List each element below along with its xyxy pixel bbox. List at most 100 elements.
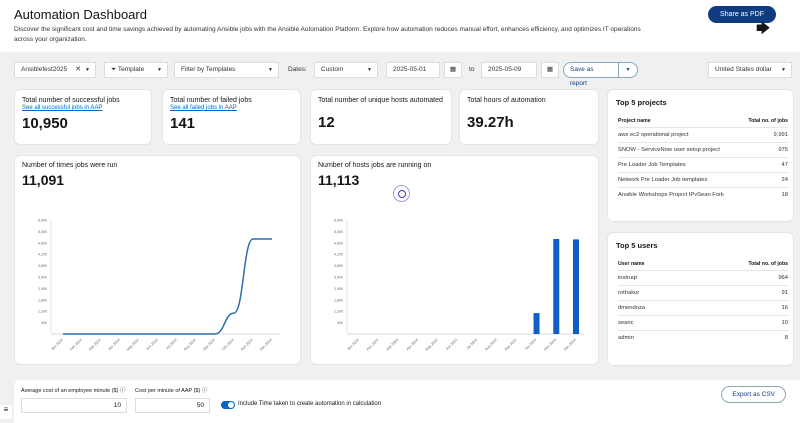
y-tick-label: 2,400: [334, 287, 343, 291]
users-row: rothakur 91: [618, 285, 788, 301]
hosts-chart-card: Number of hosts jobs are running on 11,1…: [310, 155, 599, 365]
projects-row: Pre Loader Job Templates 47: [618, 157, 788, 173]
stat-value: 141: [170, 115, 196, 132]
users-row: instruqt 964: [618, 270, 788, 286]
job-count: 24: [741, 172, 788, 188]
projects-row: aws ec2 operational project 9,991: [618, 127, 788, 143]
y-tick-label: 6,000: [334, 219, 343, 223]
share-pdf-button[interactable]: Share as PDF: [708, 6, 776, 23]
loading-spinner-icon: [393, 185, 410, 202]
filter-type-select[interactable]: ⏷ Template ▼: [104, 62, 168, 78]
column-header: Total no. of jobs: [748, 118, 788, 124]
start-date-input[interactable]: 2025-05-01: [386, 62, 440, 78]
x-tick-label: Aug 2024: [183, 338, 197, 352]
filter-bar: Ansiblefest2025 ✕ ▼ ⏷ Template ▼ Filter by …: [14, 62, 794, 87]
date-range-select[interactable]: Custom ▼: [314, 62, 378, 78]
x-tick-label: Jan 2024: [50, 338, 63, 351]
users-row: dmendoza 16: [618, 300, 788, 316]
users-table: User name Total no. of jobs instruqt 964 rot…: [618, 258, 788, 345]
card-title: Top 5 projects: [616, 98, 667, 107]
date-range-value: Custom: [321, 66, 344, 73]
template-filter-select[interactable]: Filter by Templates ▼: [174, 62, 279, 78]
chevron-down-icon: ▼: [268, 67, 273, 73]
chevron-down-icon: ▼: [367, 67, 372, 73]
y-tick-label: 1,200: [38, 310, 47, 314]
projects-name: SNOW - ServiceNow user setup project: [618, 142, 742, 158]
y-tick-label: 3,600: [38, 264, 47, 268]
bar: [533, 313, 540, 334]
filter-icon: ⏷: [111, 66, 118, 73]
job-count: 9,991: [741, 127, 788, 143]
aap-cost-input[interactable]: 50: [135, 398, 210, 413]
job-count: 964: [686, 270, 788, 286]
to-label: to: [469, 66, 475, 73]
x-tick-label: Dec 2024: [563, 338, 577, 352]
y-tick-label: 3,600: [334, 264, 343, 268]
y-tick-label: 4,200: [38, 253, 47, 257]
projects-name: Network Pre Loader Job templates: [618, 172, 742, 188]
stat-value: 12: [318, 114, 335, 131]
export-csv-button[interactable]: Export as CSV: [721, 386, 786, 403]
automation-hours-card: Total hours of automation 39.27h: [459, 89, 599, 145]
users-name: instruqt: [618, 270, 687, 286]
stat-title: Total number of failed jobs: [170, 97, 252, 104]
x-tick-label: Mar 2024: [88, 338, 102, 352]
filter-type-value: Template: [117, 66, 145, 73]
clear-icon[interactable]: ✕: [75, 66, 81, 73]
aap-cost-label: Cost per minute of AAP ($) ⓘ: [135, 388, 208, 394]
y-tick-label: 5,400: [38, 230, 47, 234]
y-tick-label: 600: [41, 321, 47, 325]
column-header: Total no. of jobs: [748, 261, 788, 267]
x-tick-label: Aug 2024: [484, 338, 498, 352]
calendar-icon[interactable]: ▦: [541, 62, 559, 78]
stat-value: 39.27h: [467, 114, 514, 131]
x-tick-label: Jan 2024: [346, 338, 359, 351]
successful-jobs-card: Total number of successful jobs See all …: [14, 89, 152, 145]
x-tick-label: Feb 2024: [366, 338, 380, 352]
event-value: Ansiblefest2025: [21, 66, 68, 73]
currency-select[interactable]: United States dollar ▼: [708, 62, 792, 78]
dates-label: Dates:: [288, 66, 307, 73]
bar: [553, 239, 560, 334]
users-name: seanc: [618, 315, 687, 331]
help-icon[interactable]: ⓘ: [119, 388, 126, 394]
save-options-chevron-icon[interactable]: ▼: [618, 62, 638, 78]
employee-cost-input[interactable]: 10: [21, 398, 127, 413]
users-name: admin: [618, 330, 687, 345]
y-tick-label: 1,800: [334, 298, 343, 302]
end-date-input[interactable]: 2025-05-09: [481, 62, 537, 78]
menu-icon[interactable]: ≡: [0, 405, 12, 419]
x-tick-label: Apr 2024: [406, 338, 419, 351]
projects-row: Ansible Workshops Project IPvSean Fork 18: [618, 187, 788, 202]
y-tick-label: 1,200: [334, 310, 343, 314]
y-tick-label: 3,000: [38, 276, 47, 280]
job-count: 18: [741, 187, 788, 202]
chart-title: Number of hosts jobs are running on: [318, 162, 432, 169]
chart-total: 11,091: [22, 172, 65, 188]
include-time-toggle[interactable]: [221, 401, 235, 409]
x-tick-label: Oct 2024: [222, 338, 235, 351]
save-report-button[interactable]: Save as report: [563, 62, 619, 87]
x-tick-label: Mar 2024: [386, 338, 400, 352]
successful-jobs-link[interactable]: See all successful jobs in AAP: [22, 105, 103, 111]
help-icon[interactable]: ⓘ: [201, 388, 208, 394]
x-tick-label: May 2024: [425, 338, 439, 352]
chart-total: 11,113: [318, 172, 360, 188]
y-tick-label: 4,800: [334, 241, 343, 245]
projects-table: Project name Total no. of jobs aws ec2 ope…: [618, 115, 788, 202]
calendar-icon[interactable]: ▦: [444, 62, 462, 78]
x-tick-label: Jun 2024: [445, 338, 458, 351]
job-count: 975: [741, 142, 788, 158]
toggle-label: Include Time taken to create automation …: [238, 401, 382, 407]
job-count: 47: [741, 157, 788, 173]
column-header: User name: [618, 261, 645, 267]
users-name: rothakur: [618, 285, 687, 301]
projects-name: Pre Loader Job Templates: [618, 157, 742, 173]
stat-value: 10,950: [22, 115, 68, 132]
mouse-cursor-icon: 🡆: [756, 20, 771, 36]
y-tick-label: 2,400: [38, 287, 47, 291]
template-filter-placeholder: Filter by Templates: [181, 66, 236, 73]
employee-cost-label: Average cost of an employee minute ($) ⓘ: [21, 388, 126, 394]
event-select[interactable]: Ansiblefest2025 ✕ ▼: [14, 62, 96, 78]
failed-jobs-link[interactable]: See all failed jobs in AAP: [170, 105, 237, 111]
